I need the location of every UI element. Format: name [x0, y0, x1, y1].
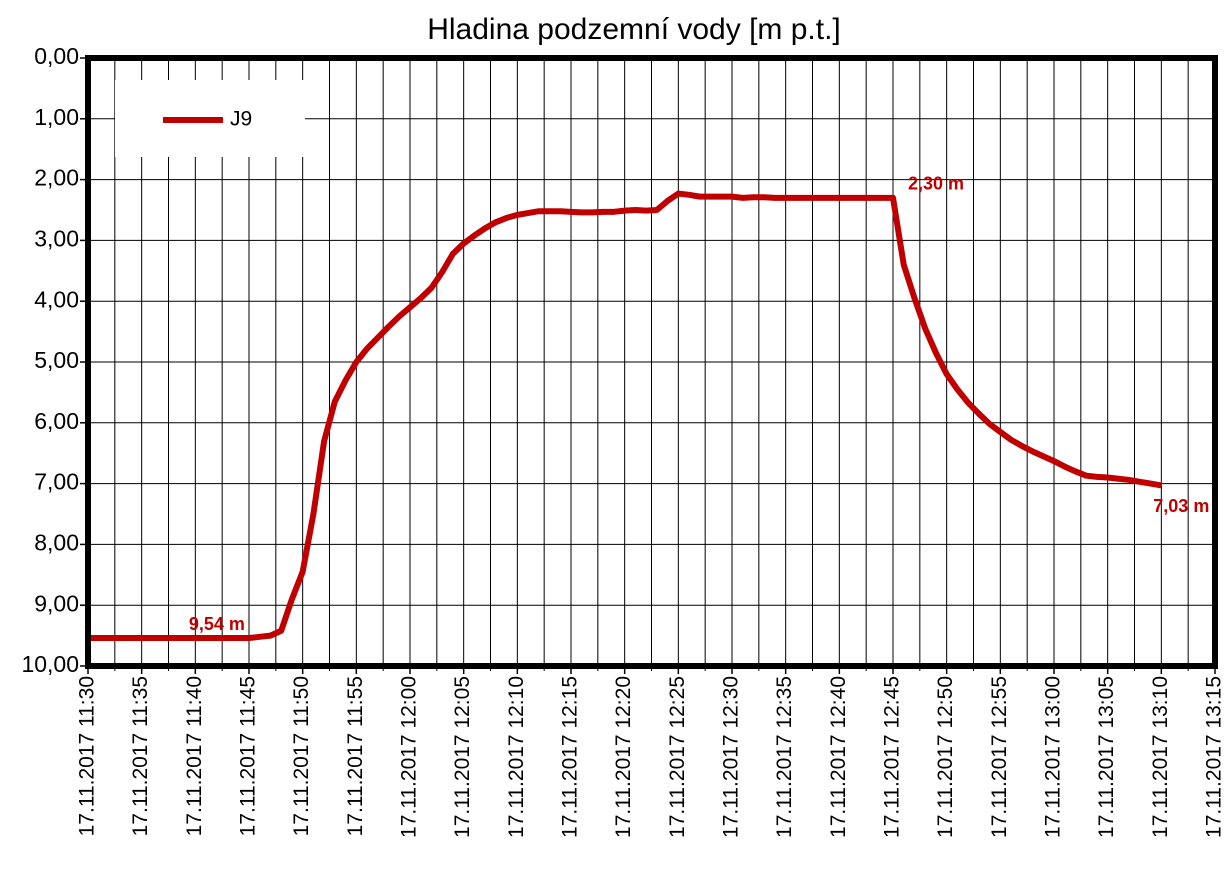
y-tick-label: 0,00	[34, 43, 79, 69]
data-line	[88, 190, 1162, 642]
y-tick-label: 4,00	[34, 286, 79, 312]
x-tick-label: 17.11.2017 11:45	[237, 676, 260, 836]
x-tick-label: 17.11.2017 11:55	[344, 676, 367, 836]
y-tick-label: 2,00	[34, 165, 79, 191]
x-tick-label: 17.11.2017 11:50	[290, 676, 313, 836]
x-tick-label: 17.11.2017 13:00	[1042, 676, 1065, 838]
x-tick-label: 17.11.2017 12:30	[720, 676, 743, 838]
x-tick-label: 17.11.2017 11:35	[129, 676, 152, 836]
legend-label: J9	[230, 108, 252, 131]
x-tick-label: 17.11.2017 12:35	[773, 676, 796, 838]
axis-labels: 0,00 1,00 2,00 3,00 4,00 5,00 6,00 7,00 8,00 9,00…	[21, 43, 1225, 838]
plot-marks	[88, 190, 1162, 642]
x-tick-label: 17.11.2017 12:10	[505, 676, 528, 838]
x-tick-label: 17.11.2017 12:50	[934, 676, 957, 838]
y-tick-label: 1,00	[34, 104, 79, 130]
x-tick-label: 17.11.2017 12:05	[451, 676, 474, 838]
x-tick-label: 17.11.2017 13:05	[1095, 676, 1118, 838]
x-tick-label: 17.11.2017 13:10	[1149, 676, 1172, 838]
x-tick-label: 17.11.2017 12:45	[881, 676, 904, 838]
chart-title: Hladina podzemní vody [m p.t.]	[427, 13, 841, 46]
y-tick-label: 3,00	[34, 225, 79, 251]
y-tick-label: 6,00	[34, 408, 79, 434]
x-tick-label: 17.11.2017 12:55	[988, 676, 1011, 838]
x-tick-label: 17.11.2017 12:40	[827, 676, 850, 838]
data-label: 9,54 m	[189, 614, 245, 634]
x-tick-label: 17.11.2017 13:15	[1203, 676, 1226, 838]
x-tick-label: 17.11.2017 11:40	[183, 676, 206, 836]
y-tick-label: 8,00	[34, 529, 79, 555]
data-label: 7,03 m	[1153, 496, 1209, 516]
y-tick-label: 10,00	[21, 651, 79, 677]
y-tick-label: 9,00	[34, 590, 79, 616]
x-tick-label: 17.11.2017 12:20	[612, 676, 635, 838]
x-tick-label: 17.11.2017 12:25	[666, 676, 689, 838]
x-tick-label: 17.11.2017 12:15	[559, 676, 582, 838]
data-label: 2,30 m	[908, 174, 964, 194]
x-tick-label: 17.11.2017 12:00	[398, 676, 421, 838]
y-tick-label: 5,00	[34, 347, 79, 373]
x-tick-label: 17.11.2017 11:30	[76, 676, 99, 836]
y-tick-label: 7,00	[34, 469, 79, 495]
legend: J9	[115, 80, 305, 157]
